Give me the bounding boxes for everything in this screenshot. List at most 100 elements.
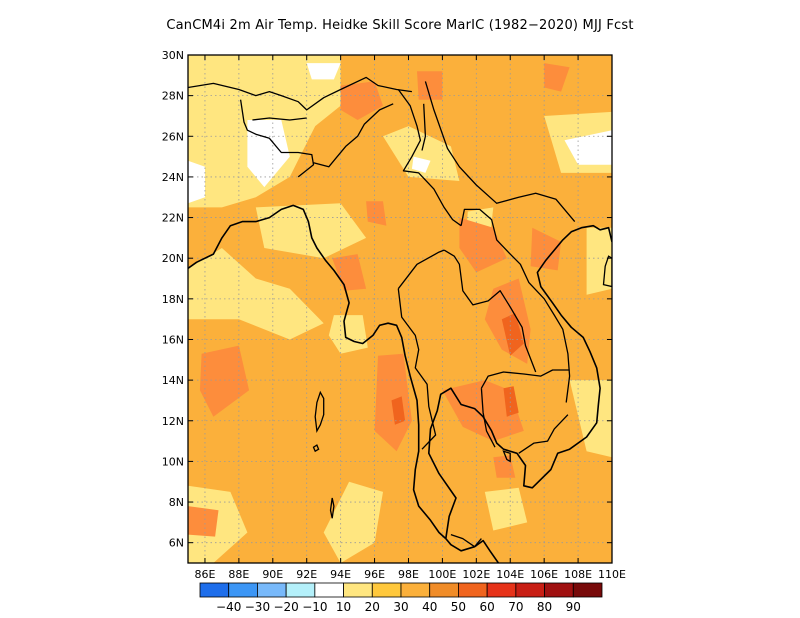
island-outline [314, 390, 325, 433]
country-border [480, 388, 496, 448]
country-border [313, 103, 394, 168]
country-border [397, 249, 445, 290]
lon-tick-label: 98E [398, 568, 419, 581]
contour-patch [328, 315, 368, 354]
lat-tick-label: 12N [162, 415, 184, 428]
country-border [518, 414, 569, 454]
colorbar: −40 −30 −20 −10 10 20 30 40 50 60 70 80 90 [199, 582, 603, 614]
contour-patch [188, 160, 205, 204]
contour-patch [484, 487, 528, 531]
colorbar-swatch [199, 582, 230, 598]
lat-tick-label: 20N [162, 252, 184, 265]
colorbar-swatch [257, 582, 287, 598]
country-border [239, 99, 315, 178]
lat-tick-label: 8N [169, 496, 184, 509]
colorbar-swatch [544, 582, 574, 598]
lon-tick-label: 100E [428, 568, 456, 581]
map-frame [187, 54, 613, 564]
colorbar-label: −20 [273, 600, 298, 614]
contour-patch [586, 227, 612, 295]
lat-tick-label: 24N [162, 171, 184, 184]
lon-tick-label: 104E [496, 568, 524, 581]
colorbar-label: −40 [216, 600, 241, 614]
colorbar-label: 30 [393, 600, 408, 614]
lat-tick-label: 30N [162, 49, 184, 62]
lat-tick-label: 10N [162, 455, 184, 468]
lat-tick-label: 18N [162, 293, 184, 306]
country-border [421, 103, 427, 151]
lon-tick-label: 88E [228, 568, 249, 581]
colorbar-label: 80 [537, 600, 552, 614]
colorbar-label: 60 [480, 600, 495, 614]
colorbar-swatch [228, 582, 258, 598]
colorbar-label: −30 [245, 600, 270, 614]
colorbar-swatch [285, 582, 316, 598]
country-border [460, 208, 571, 403]
island-outline [329, 497, 335, 519]
contour-patch [188, 248, 324, 340]
colorbar-label: 70 [508, 600, 523, 614]
lon-tick-label: 90E [262, 568, 283, 581]
lat-tick-label: 28N [162, 90, 184, 103]
colorbar-label: 90 [566, 600, 581, 614]
axis-ticks: 6N 8N 10N 12N 14N 16N 18N 20N 22N 24N 26N 28N 30N 86E… [162, 49, 626, 581]
contour-patch [391, 396, 406, 425]
coastline-layer [188, 76, 612, 563]
contour-patch [459, 217, 507, 273]
coastline [445, 538, 500, 563]
lat-tick-label: 22N [162, 212, 184, 225]
lat-tick-label: 26N [162, 130, 184, 143]
contour-patch [340, 81, 383, 120]
country-border [450, 533, 482, 548]
colorbar-label: 50 [451, 600, 466, 614]
contour-patch [417, 71, 443, 100]
colorbar-label: 10 [336, 600, 351, 614]
contour-patch [306, 63, 341, 80]
colorbar-label: 20 [365, 600, 380, 614]
lat-tick-label: 6N [169, 537, 184, 550]
lon-tick-label: 108E [564, 568, 592, 581]
lon-tick-label: 96E [364, 568, 385, 581]
contour-patch [411, 156, 431, 173]
island-outline [312, 444, 320, 453]
country-border [424, 81, 576, 223]
country-border [397, 89, 462, 227]
contour-patch [501, 313, 524, 356]
contour-patch [503, 386, 519, 417]
lon-tick-label: 94E [330, 568, 351, 581]
lat-tick-label: 16N [162, 333, 184, 346]
coastline [427, 224, 612, 539]
colorbar-swatch [458, 582, 488, 598]
colorbar-swatch [371, 582, 402, 598]
colorbar-swatch [572, 582, 603, 598]
lon-tick-label: 92E [296, 568, 317, 581]
country-border [480, 369, 570, 389]
contour-patch [564, 130, 612, 165]
island-outline [602, 255, 612, 288]
contour-patch [530, 227, 562, 271]
contour-patch [383, 126, 460, 181]
lon-tick-label: 86E [194, 568, 215, 581]
colorbar-swatch [400, 582, 431, 598]
contour-patch [247, 120, 290, 188]
colorbar-swatch [486, 582, 517, 598]
country-border [397, 288, 437, 450]
contour-patch [188, 485, 248, 563]
colorbar-swatch [429, 582, 459, 598]
contour-patch [366, 201, 387, 226]
contour-patch [569, 380, 612, 458]
contour-patch [544, 63, 570, 92]
colorbar-swatch [314, 582, 344, 598]
map-title: CanCM4i 2m Air Temp. Heidke Skill Score … [166, 18, 634, 33]
contour-patch [188, 506, 219, 537]
lon-tick-label: 102E [462, 568, 490, 581]
country-border [443, 249, 537, 373]
coastline [188, 204, 447, 540]
lat-tick-label: 14N [162, 374, 184, 387]
colorbar-swatch [343, 582, 373, 598]
lon-tick-label: 106E [530, 568, 558, 581]
island-outline [502, 450, 511, 463]
lon-tick-label: 110E [598, 568, 626, 581]
country-border [188, 76, 412, 111]
country-border [252, 117, 307, 121]
